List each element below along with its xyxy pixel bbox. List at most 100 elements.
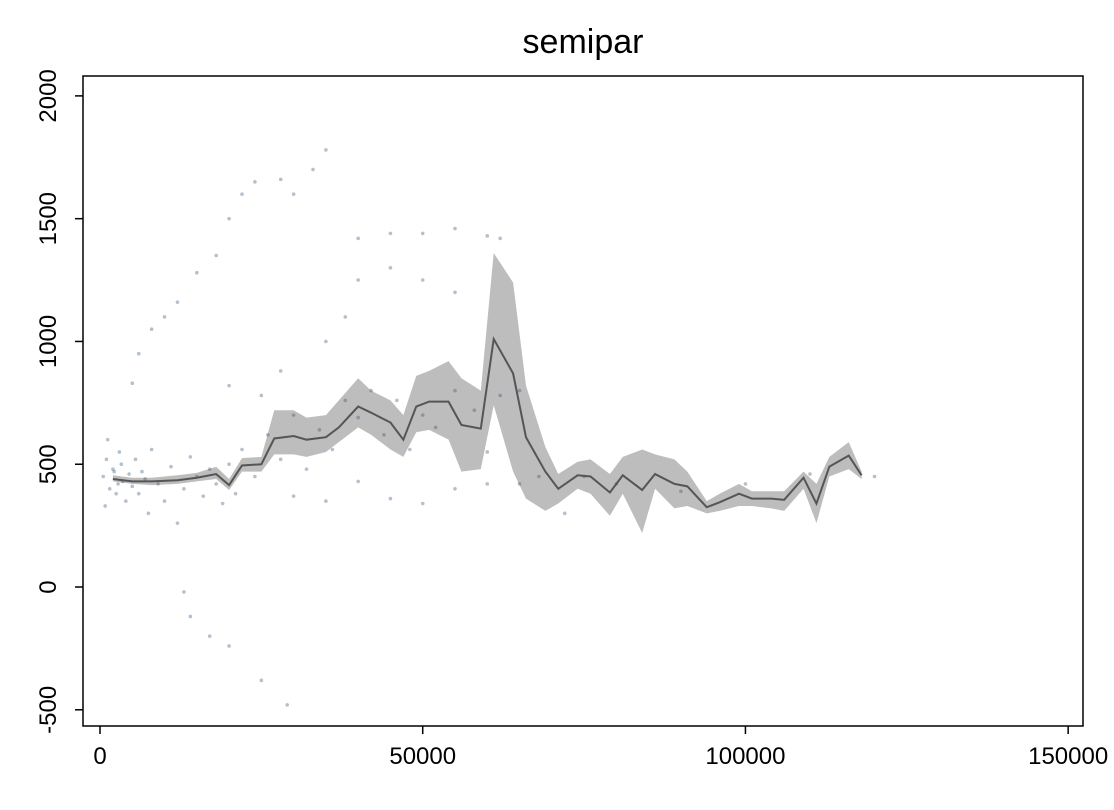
scatter-point — [116, 482, 120, 486]
scatter-point — [304, 467, 309, 471]
scatter-point — [472, 408, 477, 413]
scatter-point — [188, 614, 193, 619]
scatter-point — [679, 489, 683, 494]
scatter-point — [343, 315, 348, 319]
scatter-point — [285, 703, 289, 707]
scatter-point — [395, 398, 399, 403]
scatter-point — [240, 447, 244, 452]
chart-title: semipar — [523, 23, 644, 61]
scatter-point — [130, 484, 135, 489]
scatter-point — [872, 474, 877, 479]
scatter-point — [227, 216, 231, 221]
scatter-point — [169, 464, 173, 469]
scatter-point — [420, 501, 425, 506]
scatter-point — [291, 413, 296, 417]
scatter-point — [388, 231, 393, 236]
scatter-point — [127, 472, 131, 476]
scatter-point — [103, 504, 107, 508]
scatter-point — [420, 278, 425, 282]
scatter-point — [388, 496, 393, 501]
scatter-point — [104, 457, 109, 462]
scatter-point — [214, 253, 218, 258]
scatter-point — [105, 437, 110, 442]
x-tick-label: 50000 — [389, 743, 456, 770]
scatter-point — [498, 393, 502, 398]
scatter-point — [117, 450, 122, 454]
scatter-point — [143, 477, 147, 481]
scatter-point — [136, 351, 141, 356]
scatter-point — [259, 678, 264, 683]
scatter-point — [498, 236, 502, 241]
scatter-point — [433, 425, 438, 430]
scatter-point — [278, 177, 283, 182]
scatter-point — [517, 388, 522, 393]
scatter-point — [317, 428, 322, 432]
scatter-point — [233, 491, 238, 496]
scatter-point — [537, 474, 541, 479]
scatter-point — [291, 192, 296, 196]
scatter-point — [453, 486, 457, 491]
scatter-point — [240, 192, 244, 196]
scatter-point — [114, 491, 118, 496]
scatter-point — [253, 474, 257, 479]
y-tick-label: -500 — [35, 686, 62, 734]
fit-line — [112, 335, 863, 509]
scatter-point — [182, 590, 186, 594]
scatter-point — [175, 521, 180, 525]
scatter-point — [517, 482, 522, 486]
x-tick-label: 0 — [93, 743, 106, 770]
scatter-point — [343, 398, 348, 403]
scatter-point — [207, 467, 212, 471]
scatter-point — [485, 450, 490, 454]
scatter-point — [149, 327, 154, 331]
y-tick-label: 2000 — [35, 69, 62, 122]
scatter-point — [227, 383, 231, 388]
scatter-point — [227, 462, 231, 467]
scatter-point — [369, 388, 373, 393]
scatter-point — [562, 511, 567, 516]
scatter-point — [112, 469, 117, 474]
scatter-point — [278, 369, 283, 373]
plot-frame — [82, 75, 1084, 727]
y-tick-label: 1500 — [35, 192, 62, 245]
y-tick-label: 500 — [35, 444, 62, 484]
scatter-point — [291, 494, 296, 498]
scatter-point — [107, 486, 112, 491]
scatter-point — [227, 644, 231, 648]
scatter-point — [201, 494, 206, 498]
scatter-point — [124, 499, 128, 503]
scatter-point — [175, 300, 180, 304]
scatter-point — [278, 457, 283, 462]
scatter-point — [136, 491, 141, 496]
scatter-point — [453, 226, 457, 231]
y-tick-label: 1000 — [35, 315, 62, 368]
scatter-point — [324, 499, 328, 503]
scatter-point — [453, 290, 457, 295]
scatter-point — [420, 231, 425, 236]
scatter-point — [182, 486, 186, 491]
scatter-point — [207, 634, 212, 638]
scatter-point — [382, 432, 386, 437]
scatter-point — [162, 499, 167, 503]
scatter-point — [111, 467, 115, 471]
scatter-point — [743, 482, 748, 486]
scatter-point — [388, 265, 393, 270]
scatter-point — [356, 236, 360, 241]
x-tick-label: 150000 — [1028, 743, 1108, 770]
scatter-point — [330, 447, 335, 452]
scatter-point — [130, 381, 135, 385]
scatter-point — [808, 472, 812, 476]
scatter-point — [324, 339, 328, 344]
confidence-band — [112, 253, 862, 533]
scatter-point — [356, 479, 360, 484]
scatter-point — [266, 432, 270, 437]
scatter-point — [162, 315, 167, 319]
scatter-point — [408, 447, 412, 452]
scatter-point — [324, 148, 328, 152]
scatter-point — [253, 180, 257, 184]
scatter-point — [188, 455, 193, 459]
scatter-point — [119, 462, 124, 467]
